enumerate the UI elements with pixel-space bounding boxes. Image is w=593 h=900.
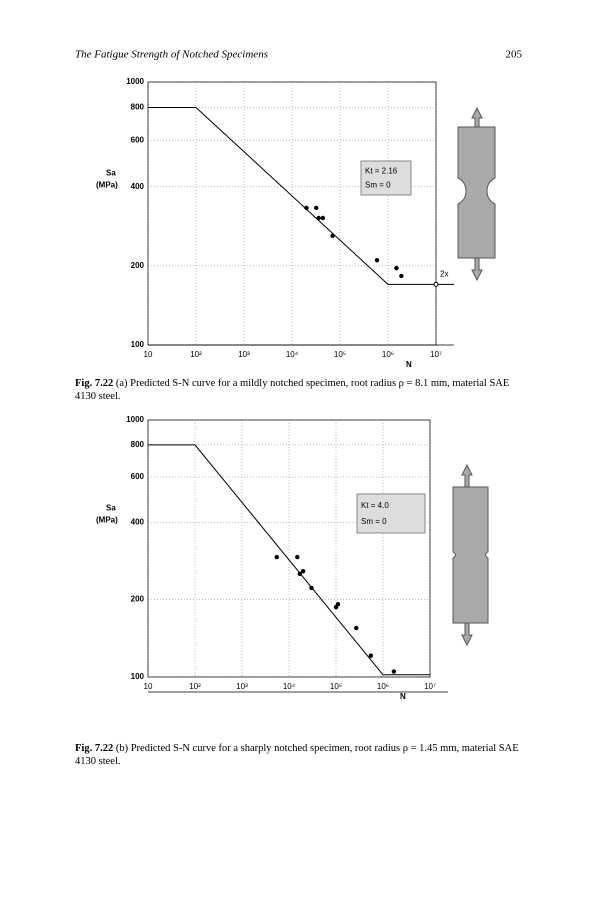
sn-curve bbox=[148, 106, 436, 285]
annotation-box bbox=[356, 493, 426, 534]
caption-text: (b) Predicted S-N curve for a sharply no… bbox=[75, 743, 519, 767]
x-tick-label: 10² bbox=[190, 350, 202, 359]
annotation-box bbox=[360, 160, 412, 196]
data-point bbox=[391, 669, 397, 674]
data-point bbox=[335, 601, 341, 607]
y-axis-label: (MPa) bbox=[96, 516, 118, 525]
specimen-sharp bbox=[452, 463, 489, 647]
annotation: Sm = 0 bbox=[365, 181, 391, 190]
data-point bbox=[374, 258, 380, 263]
data-point bbox=[394, 265, 399, 271]
y-tick-label: 600 bbox=[131, 135, 145, 144]
y-tick-label: 200 bbox=[131, 595, 145, 604]
data-point bbox=[300, 569, 306, 574]
annotation: Sm = 0 bbox=[361, 517, 387, 526]
y-tick-label: 400 bbox=[131, 182, 145, 191]
y-tick-label: 200 bbox=[131, 261, 145, 270]
data-point bbox=[330, 233, 335, 239]
annotation: Kt = 2.16 bbox=[365, 166, 398, 175]
sn-curve bbox=[148, 444, 430, 676]
data-point bbox=[399, 273, 404, 279]
y-tick-label: 100 bbox=[131, 672, 145, 681]
caption-text: (a) Predicted S-N curve for a mildly not… bbox=[75, 378, 510, 402]
data-point bbox=[368, 653, 373, 658]
specimen-mild bbox=[457, 106, 496, 282]
x-tick-label: 10³ bbox=[236, 682, 248, 691]
x-tick-label: 10 bbox=[144, 350, 153, 359]
x-tick-label: 10⁴ bbox=[286, 350, 299, 359]
data-point bbox=[320, 215, 326, 221]
data-point bbox=[297, 571, 303, 577]
x-tick-label: 10⁴ bbox=[283, 682, 296, 691]
y-tick-label: 1000 bbox=[126, 77, 144, 86]
y-tick-label: 1000 bbox=[126, 415, 144, 424]
y-axis-label: Sa bbox=[106, 169, 116, 178]
annotation: 2x bbox=[440, 270, 448, 279]
y-tick-label: 800 bbox=[131, 440, 145, 449]
data-point bbox=[274, 554, 279, 560]
data-point bbox=[304, 205, 309, 211]
y-tick-label: 800 bbox=[131, 103, 145, 112]
caption-label: Fig. 7.22 bbox=[75, 378, 114, 389]
caption: Fig. 7.22 (b) Predicted S-N curve for a … bbox=[75, 742, 525, 768]
x-tick-label: 10⁶ bbox=[377, 682, 389, 691]
arrow-tail bbox=[433, 281, 439, 287]
x-axis-label: N bbox=[406, 360, 412, 369]
data-point bbox=[309, 585, 314, 591]
x-tick-label: 10⁵ bbox=[334, 350, 346, 359]
plot-frame bbox=[147, 419, 431, 678]
data-point bbox=[316, 215, 321, 221]
x-tick-label: 10⁷ bbox=[430, 350, 442, 359]
y-tick-label: 600 bbox=[131, 472, 145, 481]
data-point bbox=[314, 205, 319, 211]
x-tick-label: 10³ bbox=[238, 350, 250, 359]
y-axis-label: (MPa) bbox=[96, 181, 118, 190]
x-tick-label: 10⁷ bbox=[424, 682, 436, 691]
x-tick-label: 10⁶ bbox=[382, 350, 394, 359]
y-axis-label: Sa bbox=[106, 504, 116, 513]
x-tick-label: 10 bbox=[144, 682, 153, 691]
caption: Fig. 7.22 (a) Predicted S-N curve for a … bbox=[75, 377, 525, 403]
data-point bbox=[295, 554, 300, 560]
x-tick-label: 10⁵ bbox=[330, 682, 342, 691]
x-tick-label: 10² bbox=[189, 682, 201, 691]
y-tick-label: 400 bbox=[131, 517, 145, 526]
y-tick-label: 100 bbox=[131, 340, 145, 349]
caption-label: Fig. 7.22 bbox=[75, 743, 114, 754]
data-point bbox=[354, 625, 359, 631]
annotation: Kt = 4.0 bbox=[361, 501, 389, 510]
page-number: 205 bbox=[506, 49, 523, 61]
x-axis-label: N bbox=[400, 692, 406, 701]
running-title: The Fatigue Strength of Notched Specimen… bbox=[75, 49, 268, 61]
